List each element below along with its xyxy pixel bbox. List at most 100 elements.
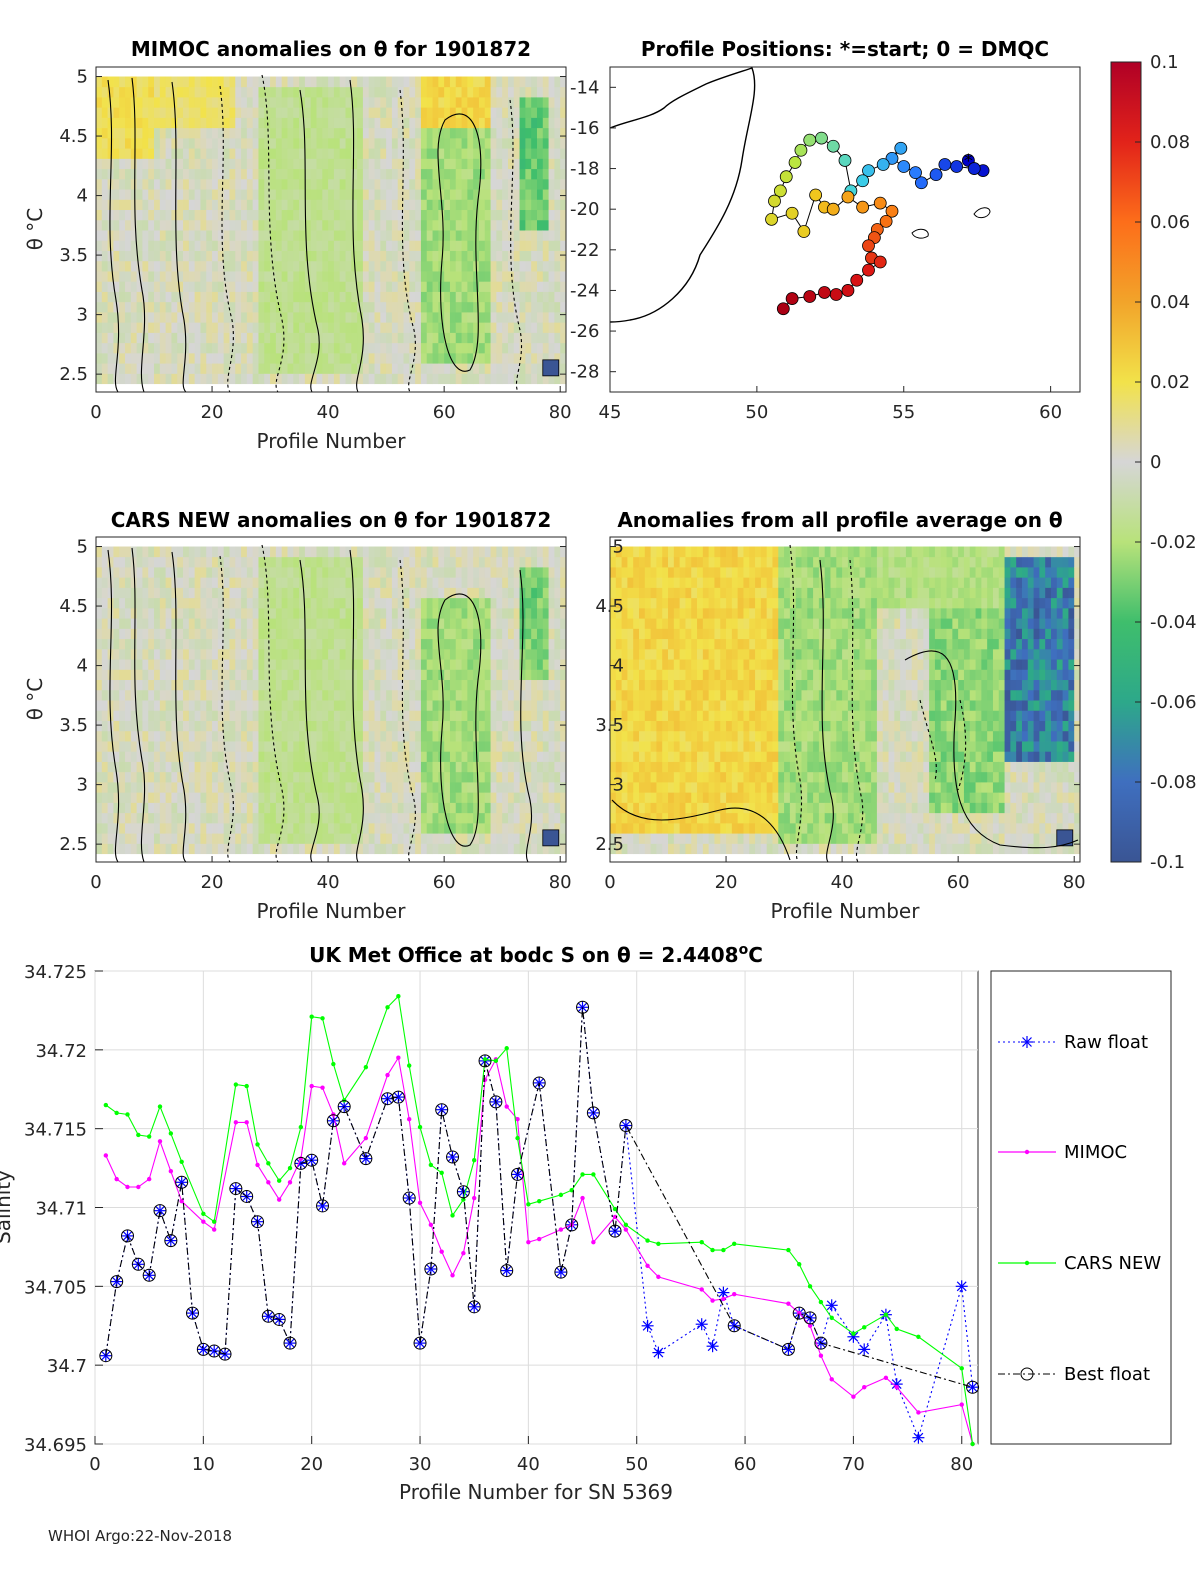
heatmap-cell xyxy=(188,107,196,118)
heatmap-cell xyxy=(322,301,329,313)
heatmap-cell xyxy=(235,720,242,732)
heatmap-cell xyxy=(148,659,155,670)
heatmap-cell xyxy=(258,127,265,139)
heatmap-cell xyxy=(252,741,259,752)
heatmap-cell xyxy=(287,352,294,364)
heatmap-cell xyxy=(478,843,486,855)
heatmap-cell xyxy=(287,281,294,292)
heatmap-cell xyxy=(444,720,451,732)
heatmap-cell xyxy=(183,679,190,691)
heatmap-cell xyxy=(258,741,265,752)
heatmap-cell xyxy=(101,679,108,691)
heatmap-cell xyxy=(531,291,538,303)
heatmap-cell xyxy=(206,546,213,558)
heatmap-cell xyxy=(339,137,346,149)
heatmap-cell xyxy=(223,618,230,629)
heatmap-cell xyxy=(159,199,167,211)
heatmap-cell xyxy=(542,189,549,200)
heatmap-cell xyxy=(119,76,126,88)
heatmap-cell xyxy=(316,352,323,364)
heatmap-cell xyxy=(560,679,566,691)
heatmap-cell xyxy=(467,648,474,660)
heatmap-cell xyxy=(473,127,480,139)
heatmap-cell xyxy=(154,812,161,824)
heatmap-cell xyxy=(490,137,497,149)
heatmap-cell xyxy=(154,761,161,773)
heatmap-cell xyxy=(478,577,486,588)
heatmap-cell xyxy=(444,178,451,190)
heatmap-cell xyxy=(403,281,410,292)
heatmap-cell xyxy=(490,271,497,282)
heatmap-cell xyxy=(322,219,329,231)
heatmap-cell xyxy=(246,546,254,558)
heatmap-cell xyxy=(119,117,126,129)
heatmap-cell xyxy=(420,556,428,568)
heatmap-cell xyxy=(200,710,207,721)
heatmap-cell xyxy=(142,230,149,241)
heatmap-cell xyxy=(229,260,236,272)
heatmap-cell xyxy=(351,352,358,364)
heatmap-cell xyxy=(496,648,503,660)
heatmap-cell xyxy=(165,607,172,619)
heatmap-cell xyxy=(610,669,617,681)
heatmap-cell xyxy=(171,597,178,609)
heatmap-cell xyxy=(275,86,283,98)
heatmap-cell xyxy=(444,250,451,262)
heatmap-cell xyxy=(455,597,462,609)
heatmap-cell xyxy=(258,117,265,129)
heatmap-cell xyxy=(229,352,236,364)
heatmap-cell xyxy=(328,281,335,292)
heatmap-cell xyxy=(188,567,196,578)
heatmap-cell xyxy=(345,812,352,824)
heatmap-cell xyxy=(525,148,532,159)
heatmap-cell xyxy=(304,741,312,752)
heatmap-cell xyxy=(287,802,294,814)
heatmap-cell xyxy=(299,679,306,691)
heatmap-cell xyxy=(386,587,393,599)
heatmap-cell xyxy=(328,771,335,783)
heatmap-cell xyxy=(519,720,526,732)
heatmap-cell xyxy=(125,312,132,323)
heatmap-cell xyxy=(246,567,254,578)
heatmap-cell xyxy=(154,312,161,323)
heatmap-cell xyxy=(420,689,428,701)
heatmap-cell xyxy=(449,567,457,578)
heatmap-cell xyxy=(484,373,491,385)
heatmap-cell xyxy=(258,679,265,691)
heatmap-cell xyxy=(113,607,120,619)
heatmap-cell xyxy=(299,700,306,711)
heatmap-cell xyxy=(432,741,439,752)
heatmap-cell xyxy=(391,792,399,803)
heatmap-cell xyxy=(125,546,132,558)
heatmap-cell xyxy=(165,812,172,824)
heatmap-cell xyxy=(264,618,271,629)
heatmap-cell xyxy=(525,168,532,180)
heatmap-cell xyxy=(444,97,451,108)
heatmap-cell xyxy=(484,659,491,670)
heatmap-cell xyxy=(217,291,225,303)
heatmap-cell xyxy=(484,618,491,629)
heatmap-cell xyxy=(426,679,433,691)
heatmap-cell xyxy=(525,730,532,742)
heatmap-cell xyxy=(101,812,108,824)
heatmap-cell xyxy=(415,352,422,364)
heatmap-cell xyxy=(560,240,566,251)
heatmap-cell xyxy=(165,363,172,374)
heatmap-cell xyxy=(368,230,375,241)
heatmap-cell xyxy=(270,669,277,681)
heatmap-cell xyxy=(536,301,544,313)
heatmap-cell xyxy=(467,812,474,824)
heatmap-cell xyxy=(415,771,422,783)
heatmap-cell xyxy=(473,669,480,681)
heatmap-cell xyxy=(351,567,358,578)
heatmap-cell xyxy=(409,833,416,844)
heatmap-cell xyxy=(478,158,486,170)
heatmap-cell xyxy=(101,301,108,313)
heatmap-cell xyxy=(293,607,300,619)
heatmap-cell xyxy=(333,230,341,241)
heatmap-cell xyxy=(467,86,474,98)
heatmap-cell xyxy=(615,567,622,578)
heatmap-cell xyxy=(159,271,167,282)
heatmap-cell xyxy=(165,219,172,231)
heatmap-cell xyxy=(554,628,561,640)
